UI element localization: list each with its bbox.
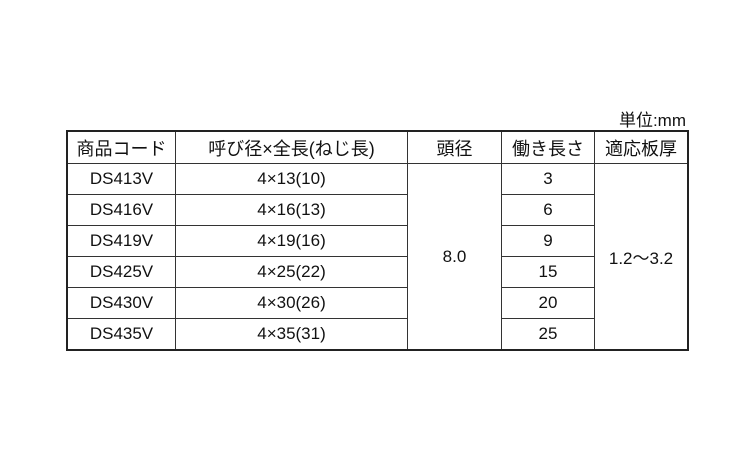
cell-work-length: 25 <box>501 318 595 351</box>
cell-size: 4×25(22) <box>175 256 408 288</box>
cell-code: DS425V <box>66 256 176 288</box>
header-code: 商品コード <box>66 130 176 164</box>
cell-head-diameter: 8.0 <box>407 163 502 351</box>
cell-code: DS430V <box>66 287 176 319</box>
header-size: 呼び径×全長(ねじ長) <box>175 130 408 164</box>
table-row: DS430V 4×30(26) 20 <box>66 287 688 319</box>
unit-label: 単位:mm <box>618 111 686 130</box>
cell-size: 4×19(16) <box>175 225 408 257</box>
cell-work-length: 9 <box>501 225 595 257</box>
cell-size: 4×30(26) <box>175 287 408 319</box>
cell-work-length: 3 <box>501 163 595 195</box>
header-work-length: 働き長さ <box>501 130 595 164</box>
cell-size: 4×16(13) <box>175 194 408 226</box>
cell-size: 4×35(31) <box>175 318 408 351</box>
cell-plate-thickness: 1.2～3.2 <box>594 163 689 351</box>
cell-code: DS413V <box>66 163 176 195</box>
table-row: DS425V 4×25(22) 15 <box>66 256 688 288</box>
cell-work-length: 6 <box>501 194 595 226</box>
table-row: DS413V 4×13(10) 8.0 3 1.2～3.2 <box>66 163 689 351</box>
table-row: DS416V 4×16(13) 6 <box>66 194 688 226</box>
header-plate-thickness: 適応板厚 <box>594 130 689 164</box>
cell-code: DS419V <box>66 225 176 257</box>
cell-code: DS435V <box>66 318 176 351</box>
cell-work-length: 20 <box>501 287 595 319</box>
header-row: 商品コード 呼び径×全長(ねじ長) 頭径 働き長さ 適応板厚 <box>66 130 689 164</box>
header-head-diameter: 頭径 <box>407 130 502 164</box>
cell-size: 4×13(10) <box>175 163 408 195</box>
cell-code: DS416V <box>66 194 176 226</box>
cell-work-length: 15 <box>501 256 595 288</box>
spec-table: 商品コード 呼び径×全長(ねじ長) 頭径 働き長さ 適応板厚 DS413V 4×… <box>66 130 689 351</box>
table-row: DS435V 4×35(31) 25 <box>66 318 688 351</box>
